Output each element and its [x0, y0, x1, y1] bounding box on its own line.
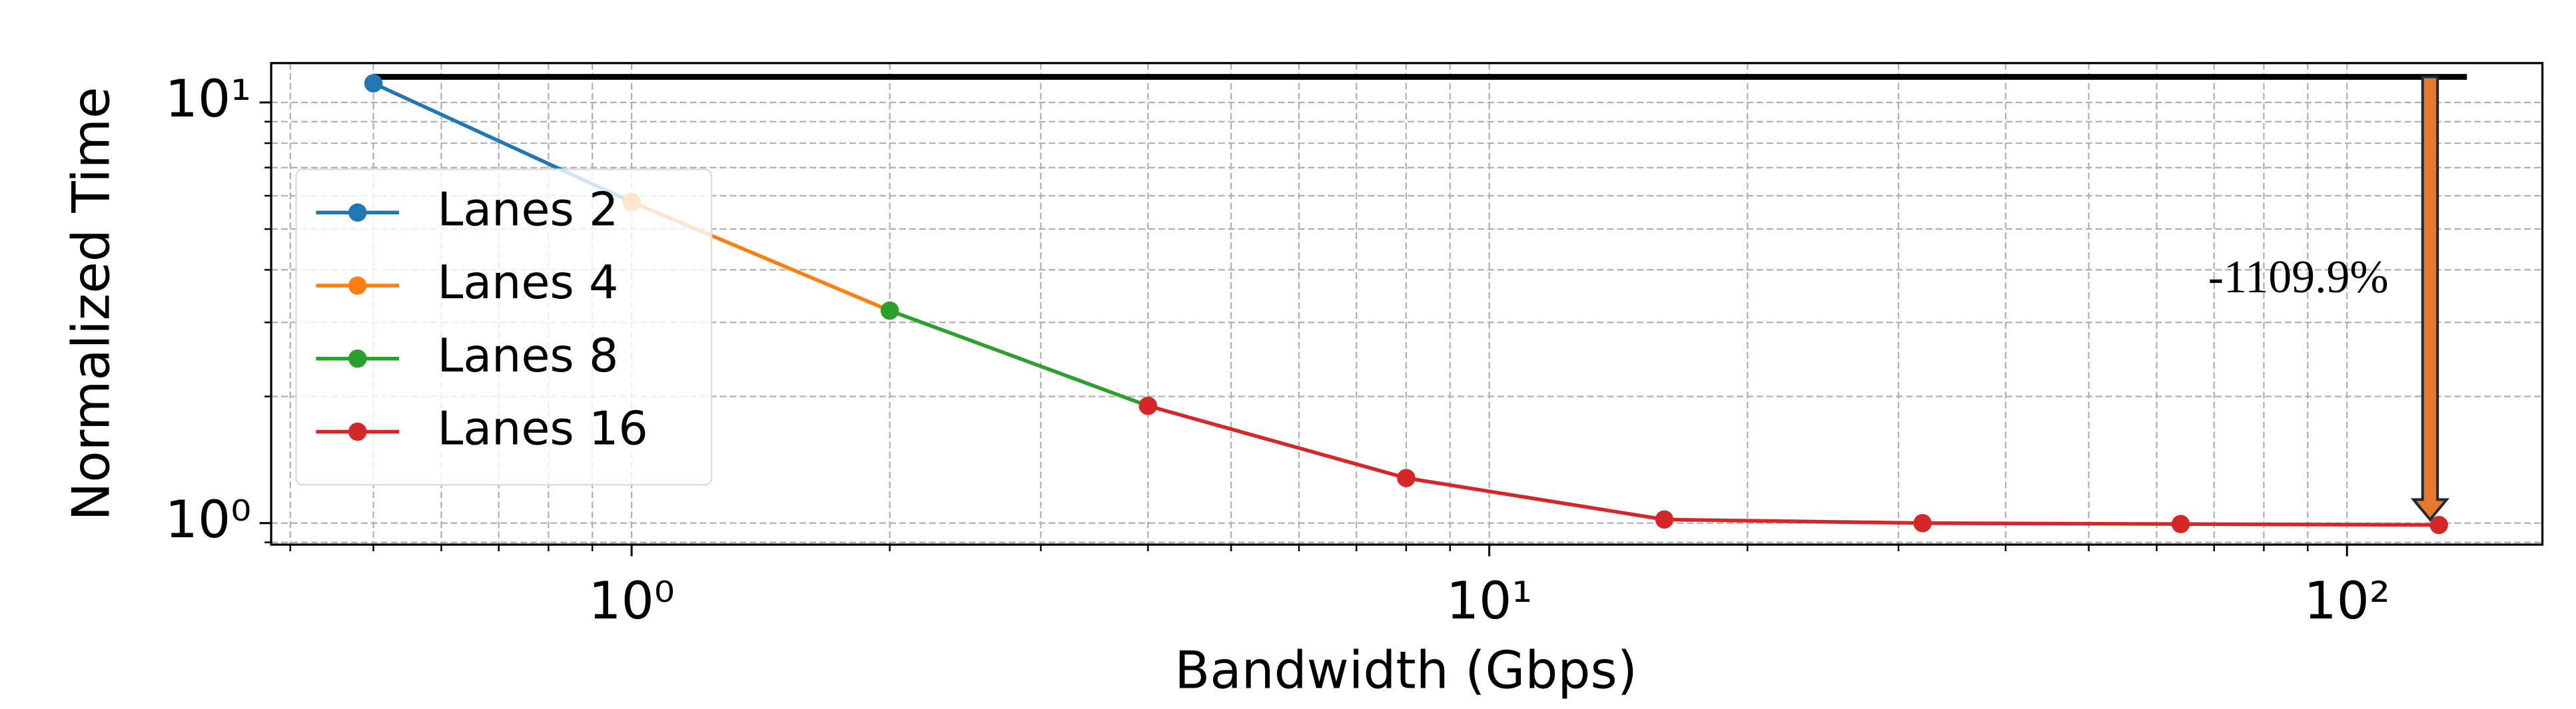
annotation-arrow: [2410, 75, 2450, 522]
series-line: [889, 308, 1149, 408]
legend-label: Lanes 8: [437, 329, 618, 383]
x-axis-label: Bandwidth (Gbps): [1174, 641, 1637, 701]
series-line: [1147, 403, 2439, 527]
annotation-text: -1109.9%: [2208, 252, 2389, 303]
legend-box: [295, 168, 713, 486]
x-tick-label: 10¹: [1446, 571, 1532, 631]
legend-marker: [348, 350, 367, 368]
legend-label: Lanes 4: [437, 256, 618, 310]
data-point: [1138, 396, 1158, 415]
legend-marker: [348, 422, 367, 441]
plot-frame: [270, 62, 2544, 546]
legend-label: Lanes 16: [437, 402, 647, 456]
legend-marker: [348, 203, 367, 222]
x-tick-label: 10²: [2304, 571, 2389, 631]
data-point: [1655, 510, 1674, 529]
legend-marker: [348, 276, 367, 295]
x-tick-label: 10⁰: [588, 571, 674, 631]
data-point: [364, 74, 383, 93]
y-tick-label: 10⁰: [165, 490, 251, 550]
data-point: [1913, 514, 1932, 533]
legend-label: Lanes 2: [437, 182, 618, 236]
data-point: [2171, 515, 2190, 533]
y-tick-label: 10¹: [165, 69, 251, 129]
y-axis-label: Normalized Time: [62, 87, 122, 521]
data-point: [1397, 469, 1416, 487]
data-point: [2429, 515, 2448, 535]
data-point: [880, 301, 899, 320]
